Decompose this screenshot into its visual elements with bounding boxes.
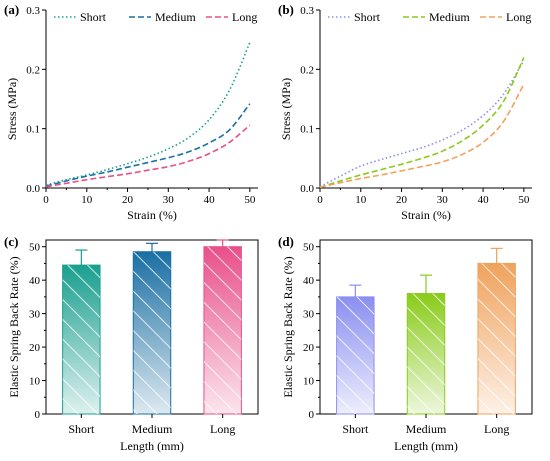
y-tick-label: 20 (303, 342, 315, 354)
panel-label: (c) (4, 234, 18, 249)
y-tick-label: 0.0 (26, 183, 40, 195)
y-tick-label: 0.2 (300, 64, 314, 76)
bar-hatch-overlay (63, 265, 100, 414)
legend-entry: Medium (429, 10, 470, 24)
x-tick-label: 10 (355, 194, 367, 206)
x-tick-label: Long (210, 422, 235, 436)
y-axis-label: Stress (MPa) (5, 78, 19, 140)
legend-entry: Medium (155, 10, 196, 24)
panel-label: (b) (278, 2, 294, 17)
y-tick-label: 0 (309, 409, 315, 421)
y-tick-label: 50 (303, 242, 315, 254)
series-line-short (320, 60, 524, 186)
y-axis-label: Stress (MPa) (279, 78, 293, 140)
x-tick-label: 10 (81, 194, 93, 206)
y-axis-label: Elastic Spring Back Rate (%) (7, 256, 21, 397)
x-tick-label: 20 (122, 194, 134, 206)
y-tick-label: 10 (29, 376, 41, 388)
legend-entry: Long (506, 10, 531, 24)
y-tick-label: 0.2 (26, 64, 40, 76)
x-tick-label: Short (342, 422, 369, 436)
series-line-medium (46, 104, 250, 187)
y-tick-label: 0 (35, 409, 41, 421)
x-axis-label: Strain (%) (127, 208, 177, 222)
panel-b: (b) 0 10 20 30 40 50 0.0 0.1 0.2 0.3 Strain (%) Stre… (278, 2, 532, 222)
x-axis-label: Strain (%) (401, 208, 451, 222)
panel-label: (a) (4, 2, 19, 17)
x-tick-label: 40 (204, 194, 216, 206)
legend-entry: Long (232, 10, 257, 24)
legend-entry: Short (354, 10, 381, 24)
x-tick-label: 30 (437, 194, 449, 206)
y-tick-label: 0.3 (26, 5, 40, 17)
y-tick-label: 0.0 (300, 183, 314, 195)
y-tick-label: 50 (29, 242, 41, 254)
bar-hatch-overlay (337, 297, 374, 414)
x-tick-label: 0 (43, 194, 49, 206)
x-tick-label: Long (484, 422, 509, 436)
panel-a: (a) 0 10 20 30 40 50 0.0 0.1 0.2 0.3 Strain (%) Stre… (4, 2, 258, 222)
y-tick-label: 0.1 (26, 124, 40, 136)
series-line-long (46, 125, 250, 187)
y-tick-label: 30 (29, 309, 41, 321)
legend-entry: Short (80, 10, 107, 24)
y-tick-label: 0.1 (300, 124, 314, 136)
x-tick-label: Short (68, 422, 95, 436)
y-tick-label: 0.3 (300, 5, 314, 17)
series-line-short (46, 43, 250, 185)
y-axis-label: Elastic Spring Back Rate (%) (281, 256, 295, 397)
y-tick-label: 10 (303, 376, 315, 388)
x-tick-label: 40 (478, 194, 490, 206)
x-tick-label: 0 (317, 194, 323, 206)
bar-hatch-overlay (133, 252, 170, 414)
x-tick-label: Medium (406, 422, 447, 436)
series-line-long (320, 84, 524, 187)
panel-label: (d) (278, 234, 294, 249)
x-axis-label: Length (mm) (394, 439, 458, 453)
y-tick-label: 20 (29, 342, 41, 354)
y-tick-label: 40 (29, 275, 41, 287)
x-axis-label: Length (mm) (120, 439, 184, 453)
bar-hatch-overlay (478, 263, 515, 414)
y-tick-label: 30 (303, 309, 315, 321)
panel-c: (c) 0 10 20 30 40 50 Short Medium Long Length (mm)… (4, 234, 258, 453)
x-tick-label: 30 (163, 194, 175, 206)
x-tick-label: 50 (244, 194, 256, 206)
bar-hatch-overlay (204, 247, 241, 414)
bar-hatch-overlay (407, 294, 444, 414)
y-tick-label: 40 (303, 275, 315, 287)
series-line-medium (320, 58, 524, 188)
panel-d: (d) 0 10 20 30 40 50 Short Medium Long Length (mm)… (278, 234, 532, 453)
x-tick-label: Medium (132, 422, 173, 436)
x-tick-label: 20 (396, 194, 408, 206)
x-tick-label: 50 (518, 194, 530, 206)
